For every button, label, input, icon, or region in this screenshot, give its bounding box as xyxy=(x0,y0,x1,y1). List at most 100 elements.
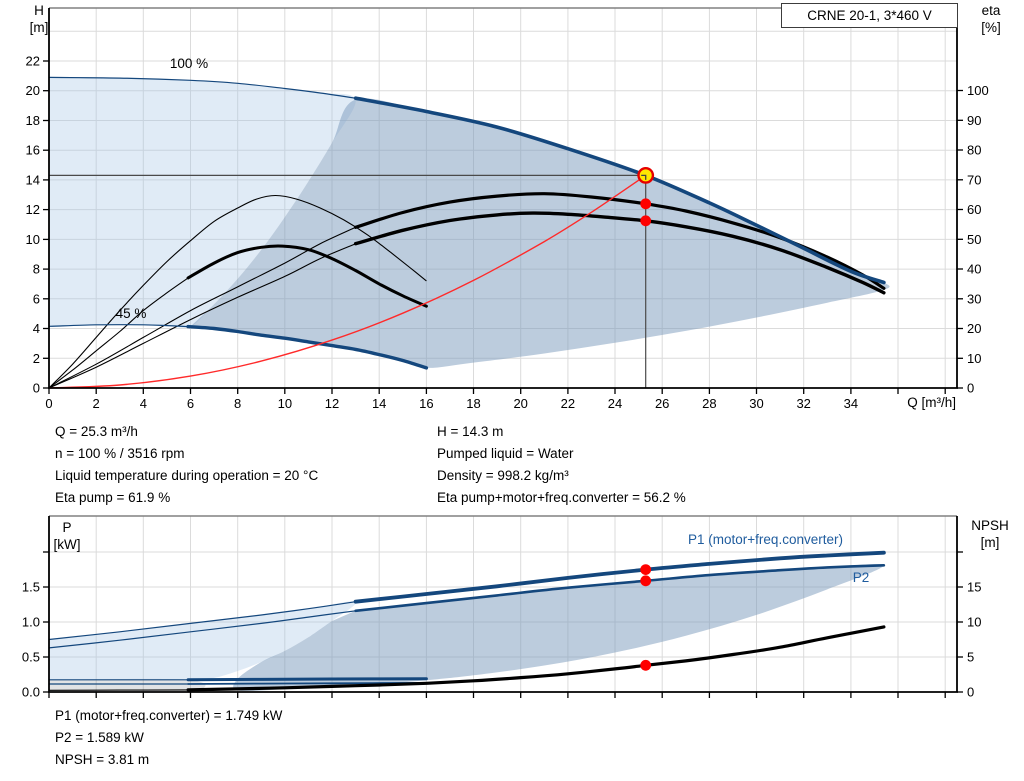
info-line-speed: n = 100 % / 3516 rpm xyxy=(55,446,185,462)
eta-total-45-curve xyxy=(186,244,428,308)
x-axis-tick-label: 2 xyxy=(93,396,100,411)
x-axis-tick-label: 10 xyxy=(278,396,292,411)
right-axis-tick-label: 15 xyxy=(967,580,981,595)
envelope-light-fill xyxy=(49,77,356,329)
npsh-axis-title: NPSH [m] xyxy=(960,517,1020,551)
eta-pump-100-curve-thin xyxy=(48,226,356,389)
info-line-p2: P2 = 1.589 kW xyxy=(55,730,144,746)
info-line-eta-total: Eta pump+motor+freq.converter = 56.2 % xyxy=(437,490,686,506)
npsh-duty-marker xyxy=(640,659,652,671)
info-line-liquid: Pumped liquid = Water xyxy=(437,446,574,462)
system-curve-curve xyxy=(48,174,647,389)
x-axis-tick-label: 16 xyxy=(419,396,433,411)
qh-45-curve-thin xyxy=(48,324,189,328)
power-info-block: P1 (motor+freq.converter) = 1.749 kW P2 … xyxy=(55,705,282,771)
right-axis-tick-label: 50 xyxy=(967,232,981,247)
left-axis-tick-label: 2 xyxy=(33,351,40,366)
x-axis-tick-label: 6 xyxy=(187,396,194,411)
right-axis-tick-label: 0 xyxy=(967,381,974,396)
p1-45-curve xyxy=(186,677,428,682)
h-axis-title: H [m] xyxy=(20,2,58,36)
right-axis-tick-label: 70 xyxy=(967,172,981,187)
x-axis-tick-label: 24 xyxy=(608,396,622,411)
p2-curve-label: P2 xyxy=(852,570,870,585)
envelope-dark-fill xyxy=(190,98,890,368)
power-dark-fill xyxy=(233,563,884,692)
p-axis-title-symbol: P xyxy=(62,520,72,535)
duty-point-crosshair xyxy=(641,174,647,180)
x-axis-tick-label: 20 xyxy=(513,396,527,411)
left-axis-tick-label: 1.0 xyxy=(22,615,40,630)
info-line-head: H = 14.3 m xyxy=(437,424,504,439)
qh-45-curve xyxy=(186,324,429,370)
x-axis-tick-label: 34 xyxy=(844,396,858,411)
right-axis-tick-label: 30 xyxy=(967,291,981,306)
left-axis-tick-label: 16 xyxy=(26,143,40,158)
pump-title-box: CRNE 20-1, 3*460 V xyxy=(781,3,958,28)
npsh-axis-title-symbol: NPSH xyxy=(971,518,1009,533)
npsh-axis-title-unit: [m] xyxy=(980,535,1000,550)
eta-total-marker xyxy=(640,215,652,227)
eta-pump-marker xyxy=(640,198,652,210)
eta-axis-title-symbol: eta xyxy=(981,3,1001,18)
p2-45-curve xyxy=(187,682,428,685)
right-axis-tick-label: 10 xyxy=(967,615,981,630)
right-axis-tick-label: 100 xyxy=(967,83,989,98)
p-axis-title: P [kW] xyxy=(38,519,96,553)
right-axis-tick-label: 0 xyxy=(967,685,974,700)
left-axis-tick-label: 4 xyxy=(33,321,40,336)
left-axis-tick-label: 8 xyxy=(33,262,40,277)
x-axis-tick-label: 14 xyxy=(372,396,386,411)
info-line-eta-pump: Eta pump = 61.9 % xyxy=(55,490,171,506)
right-axis-tick-label: 10 xyxy=(967,351,981,366)
eta-total-45-curve-thin xyxy=(48,277,189,389)
right-axis-tick-label: 5 xyxy=(967,650,974,665)
speed-45-label: 45 % xyxy=(115,306,147,321)
speed-100-label: 100 % xyxy=(169,56,209,71)
x-axis-tick-label: 30 xyxy=(749,396,763,411)
x-axis-tick-label: 0 xyxy=(45,396,52,411)
x-axis-tick-label: 18 xyxy=(466,396,480,411)
q-axis-label: Q [m³/h] xyxy=(907,395,956,410)
info-line-npsh: NPSH = 3.81 m xyxy=(55,752,150,768)
qh-efficiency-chart: 0246810121416182022010203040506070809010… xyxy=(26,7,989,411)
eta-total-100-curve-thin xyxy=(48,243,356,389)
eta-axis-title-unit: [%] xyxy=(981,20,1001,35)
p1-curve-label: P1 (motor+freq.converter) xyxy=(688,532,843,547)
npsh-curve xyxy=(186,625,886,692)
x-axis-tick-label: 8 xyxy=(234,396,241,411)
p1-100-curve-thin xyxy=(48,601,356,641)
left-axis-tick-label: 22 xyxy=(26,54,40,69)
right-axis-tick-label: 90 xyxy=(967,113,981,128)
power-npsh-chart: 0.0 0.5 1.0 1.5 0 5 10 15 xyxy=(22,515,981,700)
h-axis-title-unit: [m] xyxy=(29,20,49,35)
right-axis-tick-label: 80 xyxy=(967,143,981,158)
left-axis-tick-label: 12 xyxy=(26,202,40,217)
qh-100-curve xyxy=(353,96,886,285)
duty-info-left: Q = 25.3 m³/h n = 100 % / 3516 rpm Liqui… xyxy=(55,421,318,509)
eta-total-100-curve xyxy=(353,211,886,295)
left-axis-tick-label: 14 xyxy=(26,172,40,187)
left-axis-tick-label: 0 xyxy=(33,381,40,396)
right-axis-tick-label: 40 xyxy=(967,262,981,277)
p2-duty-marker xyxy=(640,575,652,587)
info-line-density: Density = 998.2 kg/m³ xyxy=(437,468,569,484)
p2-100-curve-thin xyxy=(48,610,356,649)
left-axis-tick-label: 0.5 xyxy=(22,650,40,665)
x-axis-tick-label: 26 xyxy=(655,396,669,411)
left-axis-tick-label: 1.5 xyxy=(22,580,40,595)
power-gray-fill xyxy=(49,678,206,693)
x-axis-tick-label: 4 xyxy=(140,396,147,411)
info-line-flow: Q = 25.3 m³/h xyxy=(55,424,138,439)
left-axis-tick-label: 18 xyxy=(26,113,40,128)
x-axis-tick-label: 22 xyxy=(561,396,575,411)
eta-axis-title: eta [%] xyxy=(966,2,1016,36)
left-axis-tick-label: 10 xyxy=(26,232,40,247)
x-axis-tick-label: 32 xyxy=(796,396,810,411)
duty-info-right: H = 14.3 m Pumped liquid = Water Density… xyxy=(437,421,686,509)
right-axis-tick-label: 20 xyxy=(967,321,981,336)
right-axis-tick-label: 60 xyxy=(967,202,981,217)
eta-pump-45-curve xyxy=(48,194,427,389)
